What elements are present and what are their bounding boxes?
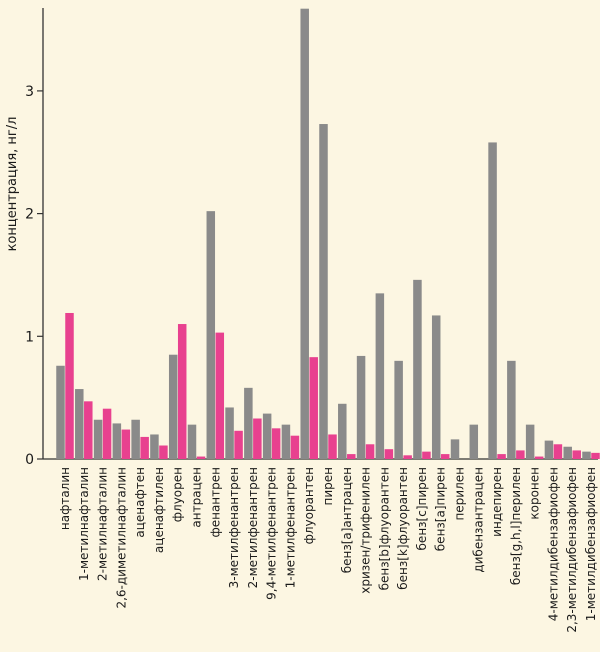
bar-series2 xyxy=(102,408,112,459)
bar-series2 xyxy=(403,455,412,459)
bar-series2 xyxy=(553,444,563,459)
x-category-label: дибензантрацен xyxy=(471,467,485,573)
x-category-label: 2,6-диметилнафталин xyxy=(114,467,128,609)
x-category-label: бенз[k]флуорантен xyxy=(396,467,410,590)
bar-series2 xyxy=(347,454,356,459)
y-tick-label: 0 xyxy=(25,452,34,468)
bar-series2 xyxy=(591,452,600,459)
bar-series1 xyxy=(525,424,535,459)
bar-series1 xyxy=(112,423,122,459)
bar-series1 xyxy=(300,8,309,459)
x-category-label: 2,3-метилдибензафиофен xyxy=(565,467,579,633)
x-category-label: пирен xyxy=(321,467,335,506)
bar-series2 xyxy=(177,324,187,459)
x-category-label: бенз[b]флуорантен xyxy=(377,467,391,590)
bar-series1 xyxy=(187,424,197,459)
bar-series2 xyxy=(65,312,74,459)
bar-series1 xyxy=(56,365,65,459)
bar-series1 xyxy=(206,211,216,459)
y-tick-label: 3 xyxy=(25,84,34,100)
x-category-label: флуорен xyxy=(171,467,185,522)
bar-series1 xyxy=(75,389,84,459)
x-category-label: бенз[c]пирен xyxy=(415,467,429,550)
bar-series1 xyxy=(338,403,347,459)
x-category-label: 9,4-метилфенантрен xyxy=(265,467,279,600)
x-category-label: антрацен xyxy=(190,467,204,528)
category-labels: нафталин 1-метилнафталин 2-метилнафталин 2,… xyxy=(58,467,598,633)
bar-series2 xyxy=(365,444,375,459)
bar-series2 xyxy=(215,332,225,459)
bar-series2 xyxy=(328,434,337,459)
x-category-label: фенантрен xyxy=(208,467,222,538)
bar-series1 xyxy=(431,315,441,459)
x-category-label: бенз[g,h,l]перилен xyxy=(509,467,523,585)
bar-series2 xyxy=(253,418,262,459)
bar-series1 xyxy=(375,293,385,459)
bar-series1 xyxy=(563,446,572,459)
x-category-label: аценафтилен xyxy=(152,467,166,553)
bar-series1 xyxy=(262,413,272,459)
y-tick-label: 1 xyxy=(25,329,34,345)
bar-series1 xyxy=(413,279,422,459)
bar-series1 xyxy=(507,360,516,459)
bar-series2 xyxy=(140,436,149,459)
bar-series1 xyxy=(319,124,328,460)
bar-series2 xyxy=(497,454,506,459)
x-category-label: перилен xyxy=(453,467,467,521)
bar-series1 xyxy=(225,407,234,459)
bar-series1 xyxy=(394,360,403,459)
bar-series1 xyxy=(544,440,554,459)
bar-series2 xyxy=(121,429,131,459)
x-category-label: 2-метилфенантрен xyxy=(246,467,260,588)
bar-series1 xyxy=(244,387,253,459)
bar-series1 xyxy=(131,419,140,459)
bar-series1 xyxy=(582,451,591,459)
bar-series2 xyxy=(516,450,525,459)
x-category-label: хризен/трифенилен xyxy=(359,467,373,594)
bar-series1 xyxy=(281,424,291,459)
bar-series2 xyxy=(271,428,281,459)
bar-series1 xyxy=(168,354,178,459)
bar-series2 xyxy=(422,451,431,459)
bar-series2 xyxy=(290,435,300,459)
bar-series1 xyxy=(450,439,460,459)
y-axis-title: концентрация, нг/л xyxy=(5,117,20,252)
x-category-label: бенз[a]пирен xyxy=(434,467,448,551)
bar-series2 xyxy=(572,450,581,459)
bar-series1 xyxy=(469,424,479,459)
x-category-label: коронен xyxy=(528,467,542,520)
bar-series2 xyxy=(159,445,168,459)
bar-series1 xyxy=(488,142,497,459)
bar-series2 xyxy=(384,449,394,459)
bar-series2 xyxy=(196,456,206,459)
bar-series2 xyxy=(84,401,93,459)
x-category-label: 1-метилнафталин xyxy=(77,467,91,581)
x-category-label: 3-метилфенантрен xyxy=(227,467,241,588)
x-category-label: бенз[a]антрацен xyxy=(340,467,354,573)
x-category-label: 2-метилнафталин xyxy=(96,467,110,581)
bar-series2 xyxy=(309,357,318,459)
bar-series2 xyxy=(440,454,450,459)
x-category-label: 1-метилфенантрен xyxy=(283,467,297,588)
x-category-label: 1-метилдибензафиофен xyxy=(584,467,598,621)
bar-series2 xyxy=(534,456,544,459)
x-category-label: флуорантен xyxy=(302,467,316,544)
bar-series1 xyxy=(150,434,159,459)
y-tick-label: 2 xyxy=(25,207,34,223)
y-ticks: 0 1 2 3 xyxy=(25,84,43,468)
x-category-label: индепирен xyxy=(490,467,504,537)
bar-series1 xyxy=(356,355,366,459)
bars xyxy=(56,8,600,460)
bar-series2 xyxy=(234,430,243,459)
x-category-label: 4-метилдибензафиофен xyxy=(546,467,560,621)
bar-series1 xyxy=(93,419,103,459)
x-category-label: нафталин xyxy=(58,467,72,530)
x-category-label: аценафтен xyxy=(133,467,147,538)
